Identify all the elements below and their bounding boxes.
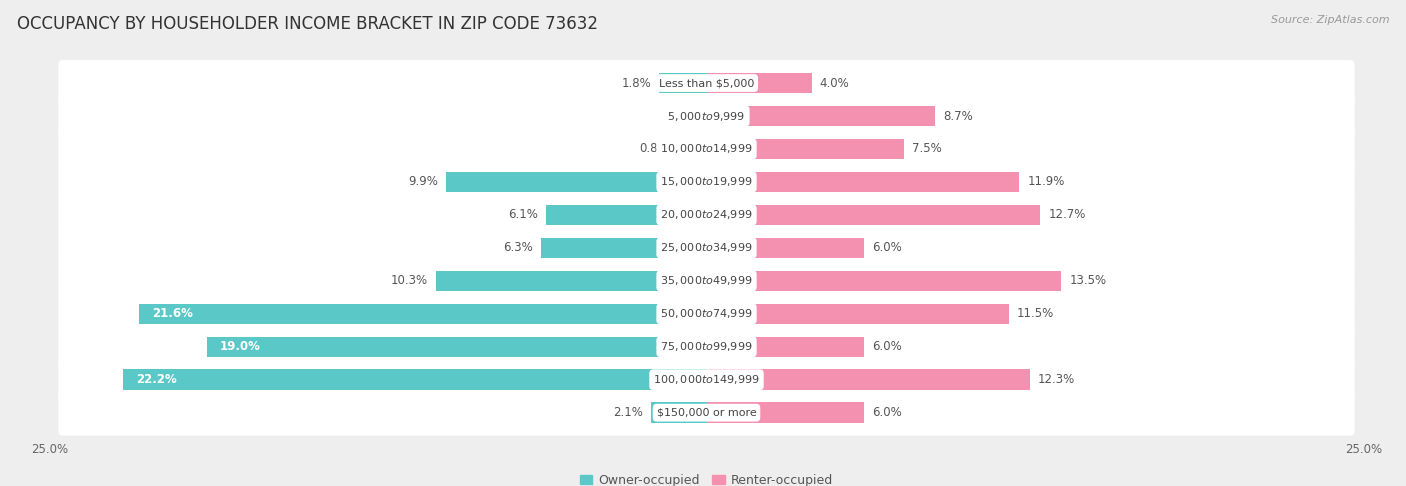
Text: 19.0%: 19.0%	[221, 340, 262, 353]
Text: $25,000 to $34,999: $25,000 to $34,999	[661, 242, 752, 254]
Bar	[707, 271, 1062, 291]
FancyBboxPatch shape	[59, 357, 1354, 402]
FancyBboxPatch shape	[59, 225, 1354, 271]
Text: 4.0%: 4.0%	[820, 76, 849, 89]
Bar	[446, 172, 707, 192]
FancyBboxPatch shape	[59, 324, 1354, 370]
Text: 0.0%: 0.0%	[669, 109, 699, 122]
Text: 8.7%: 8.7%	[943, 109, 973, 122]
Text: 2.1%: 2.1%	[613, 406, 644, 419]
Bar	[541, 238, 707, 258]
Text: $35,000 to $49,999: $35,000 to $49,999	[661, 274, 752, 287]
Bar	[122, 369, 707, 390]
Text: 6.0%: 6.0%	[872, 406, 901, 419]
Text: 6.0%: 6.0%	[872, 242, 901, 254]
Text: 7.5%: 7.5%	[911, 142, 942, 156]
Text: 6.1%: 6.1%	[509, 208, 538, 222]
Text: 10.3%: 10.3%	[391, 274, 427, 287]
Text: Less than $5,000: Less than $5,000	[659, 78, 754, 88]
Text: 21.6%: 21.6%	[152, 307, 193, 320]
Bar	[707, 172, 1019, 192]
FancyBboxPatch shape	[59, 93, 1354, 139]
Text: $10,000 to $14,999: $10,000 to $14,999	[661, 142, 752, 156]
Bar	[707, 369, 1031, 390]
FancyBboxPatch shape	[59, 390, 1354, 435]
Text: 13.5%: 13.5%	[1070, 274, 1107, 287]
Text: 11.5%: 11.5%	[1017, 307, 1054, 320]
Text: 12.3%: 12.3%	[1038, 373, 1076, 386]
Text: $75,000 to $99,999: $75,000 to $99,999	[661, 340, 752, 353]
Bar	[207, 336, 707, 357]
Text: 12.7%: 12.7%	[1049, 208, 1085, 222]
Bar	[707, 304, 1010, 324]
Text: 9.9%: 9.9%	[409, 175, 439, 189]
Text: $20,000 to $24,999: $20,000 to $24,999	[661, 208, 752, 222]
Bar	[139, 304, 707, 324]
Text: 22.2%: 22.2%	[136, 373, 177, 386]
Bar	[436, 271, 707, 291]
FancyBboxPatch shape	[59, 60, 1354, 106]
Bar	[659, 73, 707, 93]
Legend: Owner-occupied, Renter-occupied: Owner-occupied, Renter-occupied	[575, 469, 838, 486]
Text: $15,000 to $19,999: $15,000 to $19,999	[661, 175, 752, 189]
Bar	[707, 73, 811, 93]
Bar	[707, 106, 935, 126]
FancyBboxPatch shape	[59, 258, 1354, 304]
Text: 6.0%: 6.0%	[872, 340, 901, 353]
Bar	[707, 402, 865, 423]
Text: 0.85%: 0.85%	[640, 142, 676, 156]
Bar	[546, 205, 707, 225]
FancyBboxPatch shape	[59, 126, 1354, 172]
Text: $5,000 to $9,999: $5,000 to $9,999	[668, 109, 745, 122]
Text: 1.8%: 1.8%	[621, 76, 651, 89]
Bar	[707, 238, 865, 258]
Text: $100,000 to $149,999: $100,000 to $149,999	[654, 373, 759, 386]
Bar	[685, 139, 707, 159]
FancyBboxPatch shape	[59, 192, 1354, 238]
Text: Source: ZipAtlas.com: Source: ZipAtlas.com	[1271, 15, 1389, 25]
Text: OCCUPANCY BY HOUSEHOLDER INCOME BRACKET IN ZIP CODE 73632: OCCUPANCY BY HOUSEHOLDER INCOME BRACKET …	[17, 15, 598, 33]
Text: 6.3%: 6.3%	[503, 242, 533, 254]
FancyBboxPatch shape	[59, 291, 1354, 337]
Bar	[707, 336, 865, 357]
Text: $150,000 or more: $150,000 or more	[657, 408, 756, 417]
Bar	[707, 139, 904, 159]
Text: 11.9%: 11.9%	[1028, 175, 1064, 189]
Bar	[707, 205, 1040, 225]
Bar	[651, 402, 707, 423]
Text: $50,000 to $74,999: $50,000 to $74,999	[661, 307, 752, 320]
FancyBboxPatch shape	[59, 159, 1354, 205]
